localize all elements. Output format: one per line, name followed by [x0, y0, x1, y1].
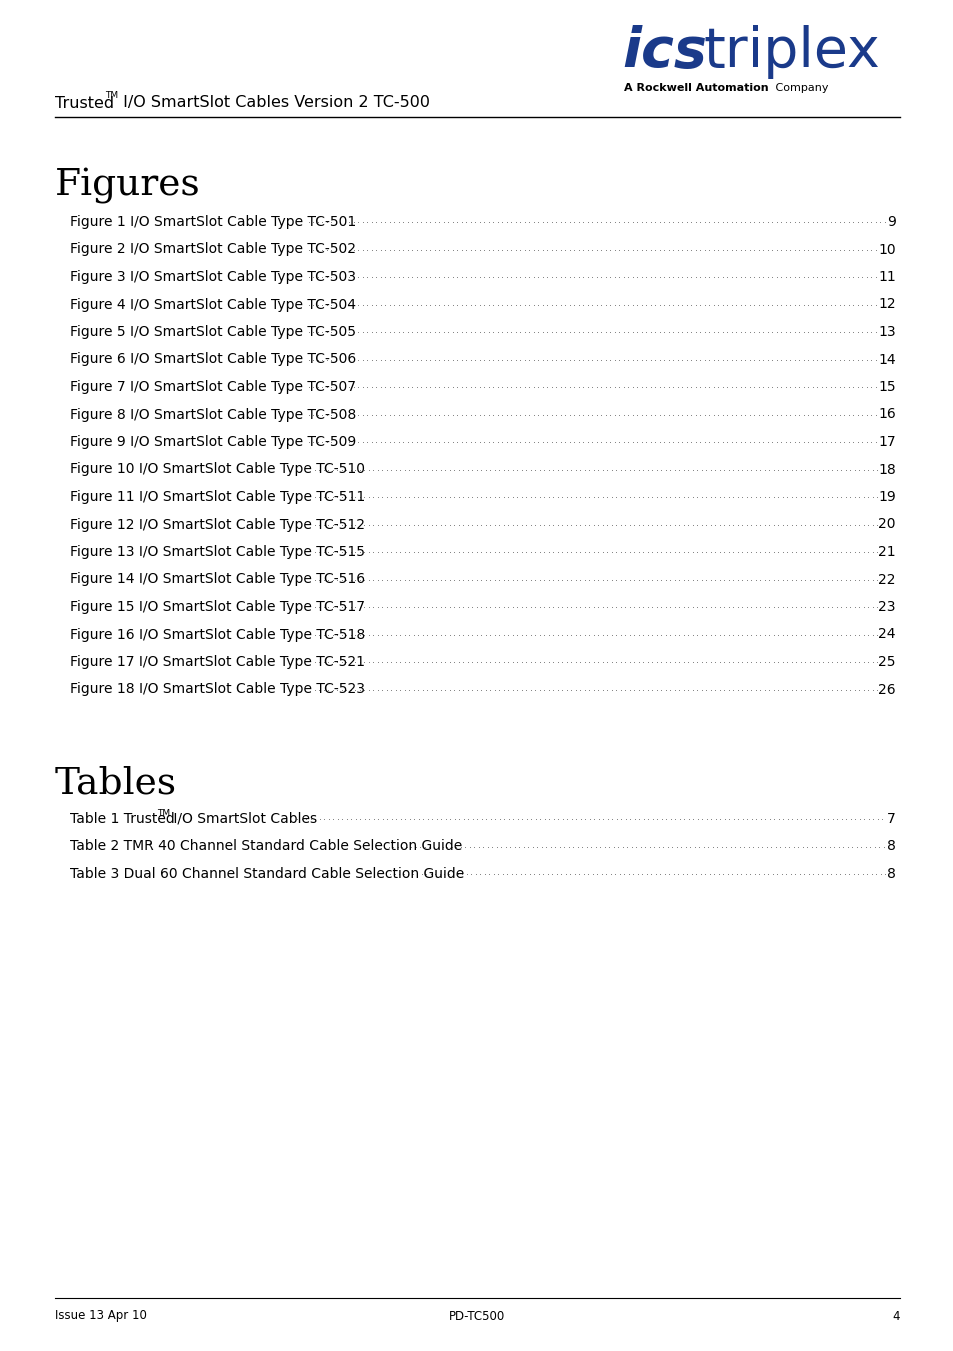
Text: Figure 4 I/O SmartSlot Cable Type TC-504: Figure 4 I/O SmartSlot Cable Type TC-504: [70, 297, 355, 312]
Text: Table 3 Dual 60 Channel Standard Cable Selection Guide: Table 3 Dual 60 Channel Standard Cable S…: [70, 867, 464, 881]
Text: Issue 13 Apr 10: Issue 13 Apr 10: [55, 1309, 147, 1323]
Text: Figure 8 I/O SmartSlot Cable Type TC-508: Figure 8 I/O SmartSlot Cable Type TC-508: [70, 408, 355, 422]
Text: Tables: Tables: [55, 765, 177, 801]
Text: 22: 22: [878, 573, 895, 586]
Text: 21: 21: [878, 544, 895, 559]
Text: Figure 15 I/O SmartSlot Cable Type TC-517: Figure 15 I/O SmartSlot Cable Type TC-51…: [70, 600, 365, 613]
Text: 23: 23: [878, 600, 895, 613]
Text: I/O SmartSlot Cables: I/O SmartSlot Cables: [169, 812, 316, 825]
Text: 11: 11: [878, 270, 895, 284]
Text: I/O SmartSlot Cables Version 2 TC-500: I/O SmartSlot Cables Version 2 TC-500: [118, 96, 430, 111]
Text: Figure 3 I/O SmartSlot Cable Type TC-503: Figure 3 I/O SmartSlot Cable Type TC-503: [70, 270, 355, 284]
Text: 20: 20: [878, 517, 895, 531]
Text: 17: 17: [878, 435, 895, 449]
Text: 10: 10: [878, 242, 895, 257]
Text: 13: 13: [878, 326, 895, 339]
Text: 26: 26: [878, 682, 895, 697]
Text: 24: 24: [878, 627, 895, 642]
Text: Figure 7 I/O SmartSlot Cable Type TC-507: Figure 7 I/O SmartSlot Cable Type TC-507: [70, 380, 355, 394]
Text: Figure 10 I/O SmartSlot Cable Type TC-510: Figure 10 I/O SmartSlot Cable Type TC-51…: [70, 462, 365, 477]
Text: Figure 6 I/O SmartSlot Cable Type TC-506: Figure 6 I/O SmartSlot Cable Type TC-506: [70, 353, 355, 366]
Text: Trusted: Trusted: [55, 96, 114, 111]
Text: 4: 4: [892, 1309, 899, 1323]
Text: Figure 12 I/O SmartSlot Cable Type TC-512: Figure 12 I/O SmartSlot Cable Type TC-51…: [70, 517, 365, 531]
Text: Company: Company: [771, 82, 827, 93]
Text: 14: 14: [878, 353, 895, 366]
Text: Figure 5 I/O SmartSlot Cable Type TC-505: Figure 5 I/O SmartSlot Cable Type TC-505: [70, 326, 355, 339]
Text: Table 1 Trusted: Table 1 Trusted: [70, 812, 174, 825]
Text: TM: TM: [105, 92, 118, 100]
Text: 7: 7: [886, 812, 895, 825]
Text: 12: 12: [878, 297, 895, 312]
Text: 15: 15: [878, 380, 895, 394]
Text: Figure 13 I/O SmartSlot Cable Type TC-515: Figure 13 I/O SmartSlot Cable Type TC-51…: [70, 544, 365, 559]
Text: Figure 9 I/O SmartSlot Cable Type TC-509: Figure 9 I/O SmartSlot Cable Type TC-509: [70, 435, 355, 449]
Text: 8: 8: [886, 867, 895, 881]
Text: ics: ics: [621, 26, 706, 78]
Text: Figure 1 I/O SmartSlot Cable Type TC-501: Figure 1 I/O SmartSlot Cable Type TC-501: [70, 215, 355, 230]
Text: triplex: triplex: [703, 26, 880, 78]
Text: 25: 25: [878, 655, 895, 669]
Text: 9: 9: [886, 215, 895, 230]
Text: Figure 11 I/O SmartSlot Cable Type TC-511: Figure 11 I/O SmartSlot Cable Type TC-51…: [70, 490, 365, 504]
Text: Figure 2 I/O SmartSlot Cable Type TC-502: Figure 2 I/O SmartSlot Cable Type TC-502: [70, 242, 355, 257]
Text: Table 2 TMR 40 Channel Standard Cable Selection Guide: Table 2 TMR 40 Channel Standard Cable Se…: [70, 839, 462, 854]
Text: 19: 19: [878, 490, 895, 504]
Text: Figure 18 I/O SmartSlot Cable Type TC-523: Figure 18 I/O SmartSlot Cable Type TC-52…: [70, 682, 365, 697]
Text: A Rockwell Automation: A Rockwell Automation: [623, 82, 768, 93]
Text: Figure 14 I/O SmartSlot Cable Type TC-516: Figure 14 I/O SmartSlot Cable Type TC-51…: [70, 573, 365, 586]
Text: Figures: Figures: [55, 168, 200, 204]
Text: Figure 17 I/O SmartSlot Cable Type TC-521: Figure 17 I/O SmartSlot Cable Type TC-52…: [70, 655, 365, 669]
Text: 8: 8: [886, 839, 895, 854]
Text: 16: 16: [878, 408, 895, 422]
Text: Figure 16 I/O SmartSlot Cable Type TC-518: Figure 16 I/O SmartSlot Cable Type TC-51…: [70, 627, 365, 642]
Text: TM: TM: [157, 809, 170, 819]
Text: 18: 18: [878, 462, 895, 477]
Text: PD-TC500: PD-TC500: [449, 1309, 504, 1323]
